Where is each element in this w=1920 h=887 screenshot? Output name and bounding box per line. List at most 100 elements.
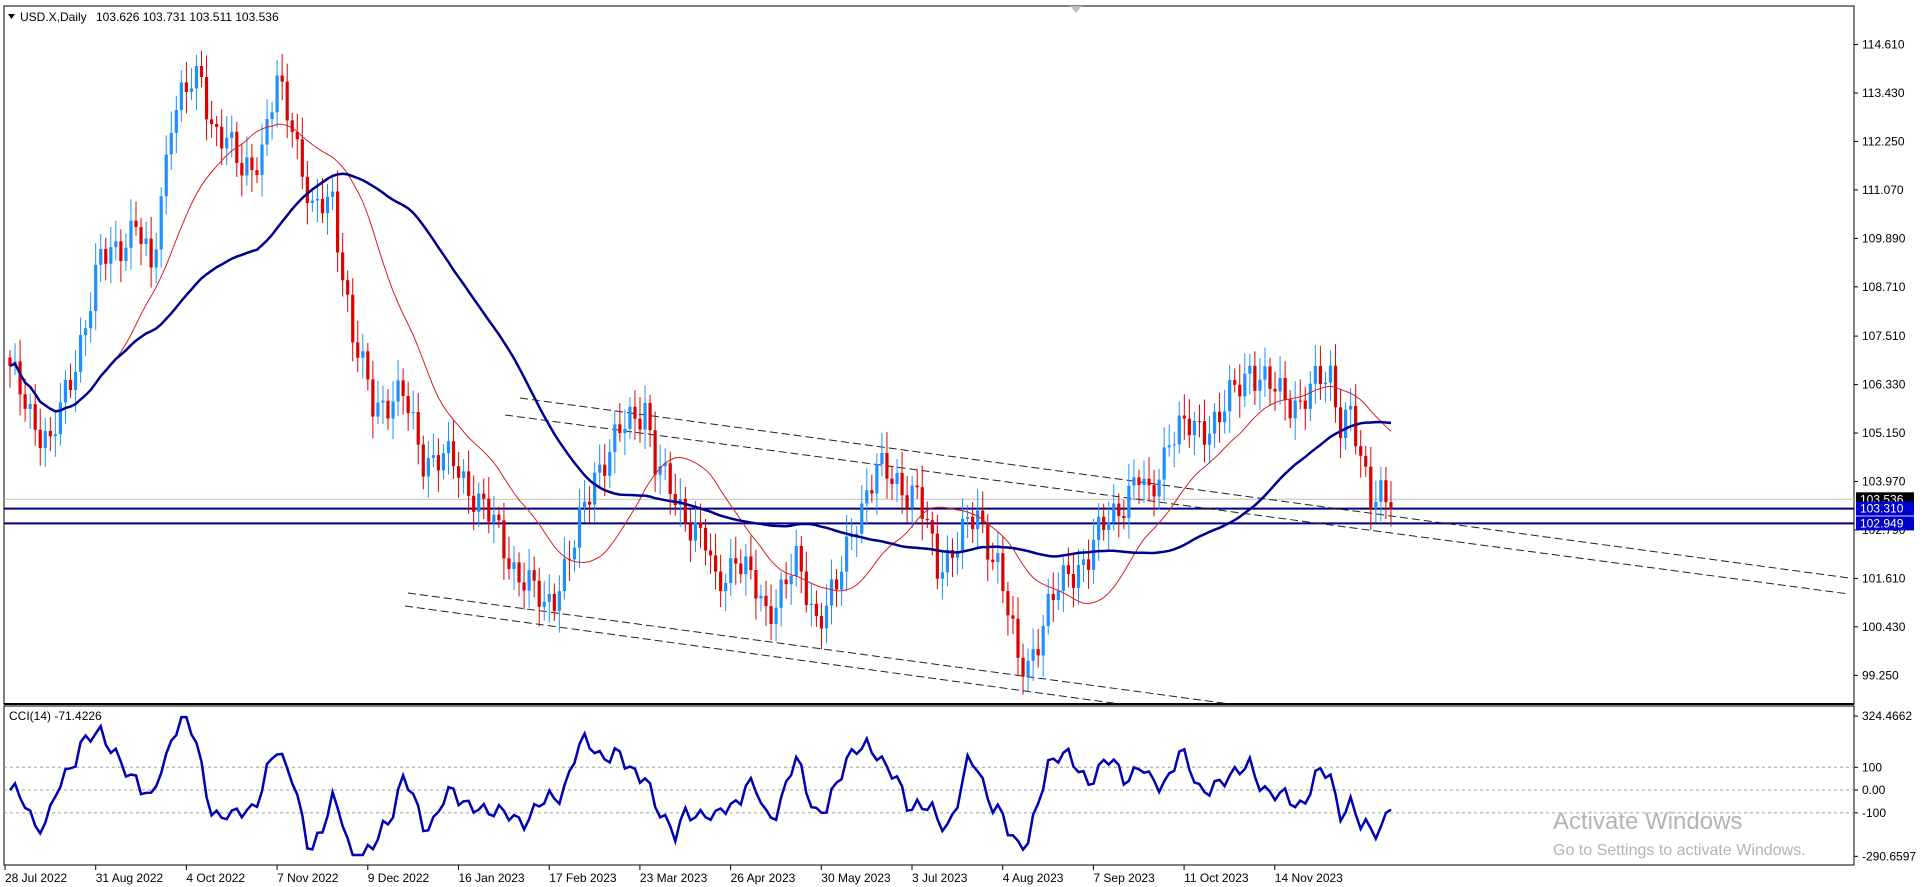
candle-body — [285, 81, 289, 121]
trend-channels[interactable] — [404, 397, 1850, 705]
trend-line — [519, 397, 1850, 579]
candle-body — [1283, 377, 1287, 400]
candle-body — [845, 536, 849, 572]
candle-body — [1081, 559, 1086, 565]
dropdown-arrow-icon[interactable] — [8, 14, 15, 19]
candle-body — [441, 453, 446, 471]
candle-body — [1293, 400, 1297, 419]
candle-body — [48, 430, 52, 437]
candle-body — [109, 247, 113, 264]
candle-body — [1097, 516, 1101, 540]
candle-body — [577, 507, 582, 548]
candle-body — [230, 131, 234, 138]
shift-marker-icon[interactable] — [1070, 6, 1082, 13]
candle-body — [1359, 446, 1363, 456]
candle-body — [174, 110, 178, 133]
candle-body — [295, 131, 299, 140]
price-tick-label: 100.430 — [1862, 620, 1906, 634]
price-tick-label: 103.970 — [1862, 474, 1906, 488]
candle-body — [361, 351, 365, 358]
candle-body — [734, 558, 738, 564]
candle-body — [1162, 447, 1166, 480]
candle-body — [572, 547, 577, 560]
candle-body — [1177, 415, 1181, 445]
candle-body — [557, 591, 561, 611]
candle-body — [23, 394, 27, 409]
candle-body — [779, 579, 783, 608]
candle-body — [149, 238, 153, 268]
candle-body — [658, 466, 662, 475]
candle-body — [1122, 515, 1126, 519]
candle-body — [819, 615, 824, 629]
candle-body — [356, 342, 360, 358]
candle-body — [1152, 485, 1156, 497]
candle-body — [966, 516, 970, 519]
candle-body — [1374, 501, 1378, 509]
cci-pane[interactable] — [3, 705, 1855, 866]
candle-body — [1197, 421, 1202, 423]
candle-body — [648, 403, 652, 431]
candle-body — [411, 412, 415, 414]
candle-body — [477, 493, 481, 512]
candle-body — [215, 124, 219, 127]
cci-line — [9, 715, 1392, 857]
candle-body — [179, 82, 183, 111]
candle-body — [955, 552, 960, 558]
candle-body — [739, 563, 743, 575]
candle-body — [406, 396, 410, 414]
candle-body — [391, 401, 395, 419]
candle-body — [94, 264, 98, 312]
candle-body — [850, 536, 854, 538]
candle-body — [114, 241, 118, 248]
candle-body — [144, 238, 148, 244]
candle-body — [1142, 478, 1146, 486]
cci-tick-label: 324.4662 — [1862, 709, 1912, 723]
candle-body — [971, 516, 975, 530]
candle-body — [1298, 400, 1302, 402]
candle-body — [325, 196, 330, 214]
candle-body — [502, 520, 506, 559]
candle-body — [552, 593, 556, 611]
candle-body — [744, 556, 748, 575]
price-tick-label: 99.250 — [1862, 668, 1899, 682]
candle-body — [53, 434, 57, 437]
candle-body — [1026, 660, 1030, 677]
candle-body — [416, 412, 420, 445]
time-tick-label: 7 Sep 2023 — [1093, 871, 1155, 885]
candle-body — [598, 464, 602, 473]
ma-fast-line — [9, 123, 1392, 605]
candle-body — [371, 379, 375, 417]
time-tick-label: 14 Nov 2023 — [1275, 871, 1343, 885]
trend-line — [407, 592, 1231, 705]
candle-body — [38, 429, 42, 449]
price-pane[interactable] — [3, 5, 1855, 705]
candle-body — [159, 196, 163, 250]
activate-title: Activate Windows — [1553, 808, 1743, 835]
candle-body — [1167, 445, 1171, 448]
candle-body — [1041, 626, 1045, 656]
time-tick-label: 31 Aug 2022 — [96, 871, 164, 885]
candle-body — [139, 226, 143, 244]
candle-body — [1207, 433, 1212, 445]
candle-body — [638, 418, 642, 430]
candle-body — [865, 490, 869, 504]
candle-body — [199, 66, 204, 78]
candle-body — [84, 328, 88, 335]
candle-body — [1132, 477, 1136, 486]
candles[interactable] — [8, 50, 1393, 695]
candle-body — [1031, 649, 1035, 661]
candle-body — [840, 571, 844, 590]
candle-body — [603, 464, 607, 476]
candle-body — [1338, 407, 1343, 438]
horizontal-lines[interactable] — [4, 498, 1854, 525]
candle-body — [189, 88, 194, 92]
candle-body — [890, 478, 894, 485]
candle-body — [804, 571, 808, 605]
price-label-box — [1856, 501, 1914, 516]
candle-body — [245, 157, 249, 176]
candle-body — [1046, 594, 1050, 627]
candle-body — [1263, 366, 1267, 380]
candle-body — [1172, 444, 1176, 446]
candle-body — [774, 607, 778, 624]
candle-body — [1349, 405, 1353, 410]
